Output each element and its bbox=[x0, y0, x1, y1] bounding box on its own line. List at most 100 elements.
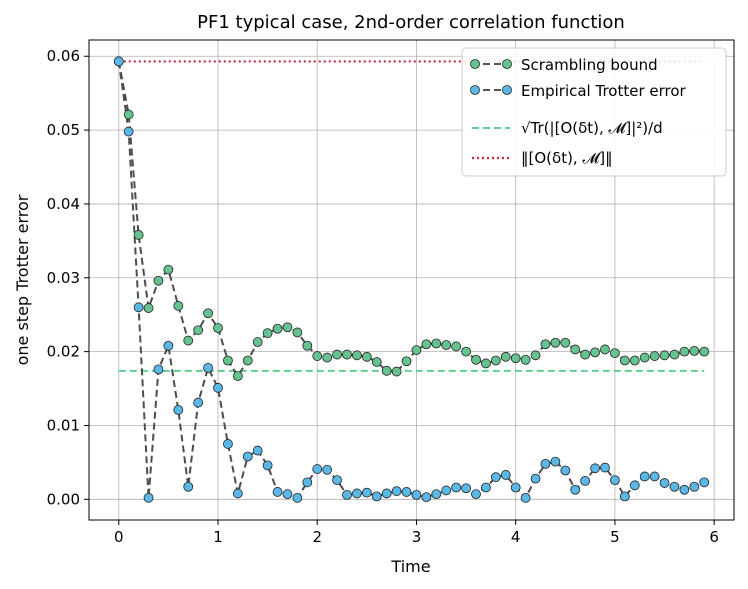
empirical-trotter-error-point bbox=[689, 481, 700, 492]
empirical-trotter-error-point bbox=[272, 487, 283, 497]
scrambling-bound-point bbox=[391, 366, 402, 377]
empirical-trotter-error-point bbox=[580, 475, 591, 486]
scrambling-bound-point bbox=[560, 337, 571, 348]
empirical-trotter-error-point bbox=[183, 481, 194, 492]
empirical-trotter-error-point bbox=[649, 471, 660, 482]
empirical-trotter-error-point bbox=[421, 492, 432, 503]
legend-marker-scrambling bbox=[470, 59, 480, 69]
scrambling-bound-point bbox=[540, 339, 551, 350]
scrambling-bound-point bbox=[252, 337, 263, 347]
scrambling-bound-point bbox=[520, 354, 531, 365]
scrambling-bound-point bbox=[481, 358, 491, 369]
empirical-trotter-error-point bbox=[391, 486, 402, 497]
scrambling-bound-point bbox=[381, 365, 392, 376]
empirical-trotter-error-point bbox=[471, 489, 481, 500]
scrambling-bound-point bbox=[213, 323, 223, 333]
scrambling-bound-point bbox=[669, 349, 680, 360]
scrambling-bound-point bbox=[312, 351, 323, 361]
scrambling-bound-point bbox=[262, 328, 273, 339]
scrambling-bound-point bbox=[441, 340, 452, 350]
scrambling-bound-point bbox=[421, 339, 432, 350]
empirical-trotter-error-point bbox=[679, 484, 690, 495]
empirical-trotter-error-point bbox=[629, 480, 640, 491]
empirical-trotter-error-point bbox=[441, 485, 452, 496]
empirical-trotter-error-point bbox=[292, 492, 303, 503]
x-tick-label: 6 bbox=[709, 528, 719, 546]
scrambling-bound-point bbox=[361, 351, 372, 362]
scrambling-bound-point bbox=[580, 349, 591, 360]
empirical-trotter-error-point bbox=[619, 491, 630, 502]
plot-frame bbox=[88, 39, 735, 521]
scrambling-bound-point bbox=[500, 351, 511, 362]
scrambling-bound-point bbox=[352, 350, 362, 361]
series bbox=[113, 56, 710, 503]
empirical-trotter-error-point bbox=[232, 488, 243, 499]
empirical-trotter-error-point bbox=[173, 405, 184, 415]
empirical-trotter-error-point bbox=[570, 484, 581, 495]
scrambling-bound-point bbox=[619, 355, 630, 366]
empirical-trotter-error-point bbox=[322, 464, 333, 475]
scrambling-bound-point bbox=[133, 230, 144, 240]
legend-label-operator-norm: ‖[O(δt), 𝓜]‖ bbox=[521, 149, 613, 167]
x-tick-label: 1 bbox=[213, 528, 223, 546]
empirical-trotter-error-point bbox=[133, 302, 144, 313]
empirical-trotter-error-point bbox=[590, 463, 600, 474]
scrambling-bound-point bbox=[371, 357, 382, 367]
empirical-trotter-error-point bbox=[520, 492, 531, 503]
y-tick-label: 0.05 bbox=[47, 121, 80, 139]
empirical-trotter-error-point bbox=[510, 482, 521, 493]
y-tick-label: 0.02 bbox=[47, 343, 80, 361]
scrambling-bound-point bbox=[629, 355, 640, 366]
empirical-trotter-error-point bbox=[262, 460, 273, 471]
empirical-trotter-error-point bbox=[312, 464, 323, 474]
scrambling-bound-point bbox=[411, 345, 422, 356]
scrambling-bound-point bbox=[163, 264, 174, 275]
scrambling-bound-point bbox=[203, 308, 213, 319]
empirical-trotter-error-point bbox=[153, 364, 164, 375]
chart-title: PF1 typical case, 2nd-order correlation … bbox=[197, 12, 625, 33]
scrambling-bound-point bbox=[322, 352, 333, 363]
empirical-trotter-error-point bbox=[223, 439, 233, 449]
empirical-trotter-error-point bbox=[550, 456, 561, 467]
x-tick-label: 2 bbox=[312, 528, 322, 546]
scrambling-bound-point bbox=[451, 341, 462, 352]
scrambling-bound-point bbox=[193, 325, 204, 336]
empirical-trotter-error-point bbox=[699, 477, 710, 488]
scrambling-bound-point bbox=[610, 348, 620, 359]
empirical-trotter-error-point bbox=[143, 492, 154, 503]
y-tick-label: 0.04 bbox=[47, 195, 80, 213]
legend-marker-empirical bbox=[470, 85, 480, 95]
scrambling-bound-point bbox=[292, 327, 303, 338]
scrambling-bound-point bbox=[332, 349, 342, 360]
scrambling-bound-point bbox=[639, 352, 650, 363]
empirical-trotter-error-point bbox=[500, 470, 511, 480]
empirical-trotter-error-point bbox=[282, 489, 293, 500]
axis-ticks: 0 1 2 3 4 5 6 0.00 0.01 0.02 0.03 0.04 0.05 0.06 bbox=[47, 47, 719, 546]
empirical-trotter-error-point bbox=[352, 488, 362, 499]
empirical-trotter-error-point bbox=[639, 471, 650, 482]
x-tick-label: 4 bbox=[511, 528, 521, 546]
y-axis-label: one step Trotter error bbox=[13, 194, 32, 365]
legend-marker-empirical bbox=[502, 85, 512, 95]
scrambling-bound-point bbox=[342, 349, 352, 360]
scrambling-bound-point bbox=[123, 109, 134, 120]
empirical-trotter-error-point bbox=[332, 475, 342, 486]
empirical-trotter-error-point bbox=[530, 473, 541, 484]
scrambling-bound-point bbox=[490, 355, 501, 366]
scrambling-bound-point bbox=[689, 345, 700, 356]
reference-lines bbox=[118, 60, 705, 372]
empirical-trotter-error-point bbox=[252, 445, 263, 456]
empirical-trotter-error-point bbox=[540, 458, 551, 469]
empirical-trotter-error-point bbox=[123, 126, 134, 137]
y-tick-label: 0.06 bbox=[47, 47, 80, 65]
empirical-trotter-error-point bbox=[193, 397, 204, 408]
x-axis-label: Time bbox=[390, 557, 430, 576]
grid bbox=[89, 40, 734, 520]
empirical-trotter-error-point bbox=[401, 487, 412, 497]
empirical-trotter-error-point bbox=[361, 487, 372, 498]
scrambling-bound-point bbox=[590, 347, 600, 358]
scrambling-bound-point bbox=[401, 356, 412, 367]
scrambling-bound-point bbox=[183, 335, 194, 346]
scrambling-bound-point bbox=[550, 337, 561, 348]
